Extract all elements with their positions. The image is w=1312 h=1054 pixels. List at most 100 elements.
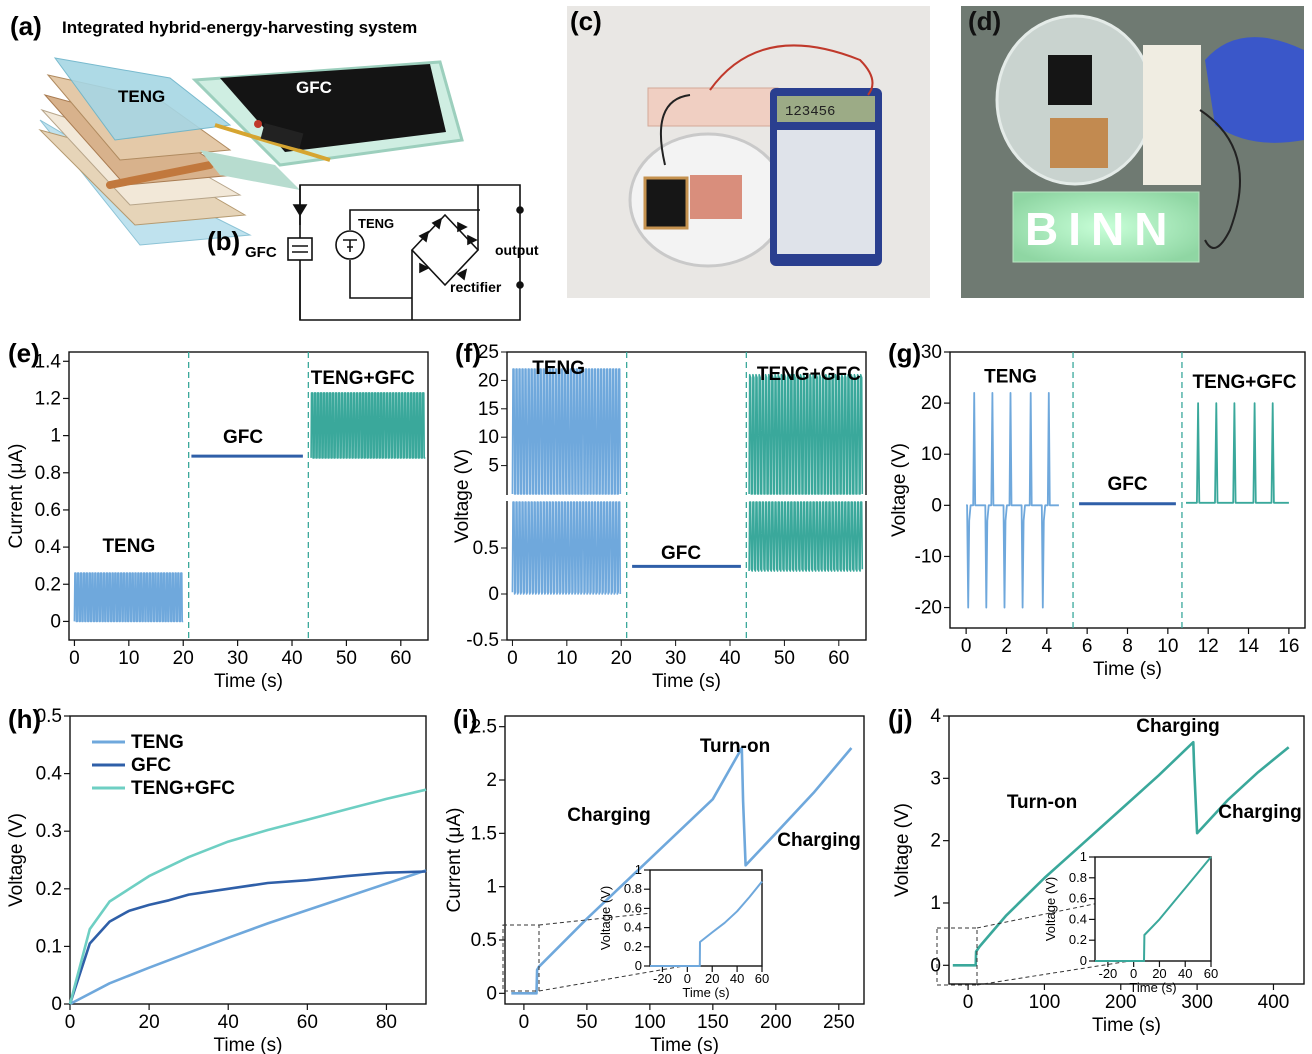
plot-frame bbox=[1094, 856, 1212, 962]
annotation-2: Charging bbox=[777, 830, 860, 851]
y-axis-label: Current (μA) bbox=[444, 808, 465, 913]
y-tick-label: 1 bbox=[486, 877, 497, 898]
x-tick-label: 150 bbox=[697, 1012, 729, 1033]
y-tick-label: 1.2 bbox=[35, 388, 61, 409]
x-tick-label: 50 bbox=[336, 648, 357, 669]
y-tick-label: 3 bbox=[930, 768, 941, 789]
x-tick-label: 40 bbox=[1178, 966, 1192, 981]
y-tick-label: 0.4 bbox=[1069, 911, 1087, 926]
y-tick-label: 0 bbox=[486, 983, 497, 1004]
gfc-annotation: GFC bbox=[223, 427, 263, 448]
panel-b-label: (b) bbox=[207, 226, 240, 256]
teng-annotation: TENG bbox=[532, 358, 585, 379]
panel-e-chart: (e) 0 10 20 30 40 50 60 0 0.2 0.4 0.6 0.8 1 1.2 1.4 Time… bbox=[6, 338, 429, 692]
panel-a: (a) Integrated hybrid-energy-harvesting … bbox=[10, 11, 464, 246]
panel-c-photo: 123456 bbox=[567, 6, 930, 298]
y-tick-label: 0.2 bbox=[36, 879, 62, 900]
inset-curve bbox=[1095, 856, 1212, 962]
panel-g-chart: (g) 0 2 4 6 8 10 12 14 16 -20 -10 0 10 20 30 Time (s) Vol… bbox=[888, 338, 1306, 680]
y-axis-label: Voltage (V) bbox=[452, 449, 473, 543]
hybrid-current-trace bbox=[310, 392, 426, 459]
annotation-0: Charging bbox=[567, 805, 650, 826]
x-tick-label: 250 bbox=[823, 1012, 855, 1033]
x-tick-label: 60 bbox=[1204, 966, 1218, 981]
y-axis-label: Voltage (V) bbox=[598, 886, 613, 950]
x-tick-label: 0 bbox=[519, 1012, 530, 1033]
x-tick-label: 200 bbox=[760, 1012, 792, 1033]
y-axis-label: Voltage (V) bbox=[892, 803, 913, 897]
charging-curve bbox=[511, 746, 853, 995]
x-axis-label: Time (s) bbox=[650, 1035, 719, 1054]
y-axis-label: Current (μA) bbox=[6, 444, 27, 549]
x-tick-label: 20 bbox=[611, 648, 632, 669]
gfc-layer-label: GFC bbox=[296, 78, 332, 97]
hybrid-annotation: TENG+GFC bbox=[311, 368, 415, 389]
y-tick-label: 4 bbox=[930, 706, 941, 727]
panel-a-title: Integrated hybrid-energy-harvesting syst… bbox=[62, 18, 417, 37]
gfc-annotation: GFC bbox=[1107, 474, 1147, 495]
panel-c-label: (c) bbox=[570, 6, 602, 36]
hybrid-voltage-trace-upper bbox=[748, 373, 864, 495]
teng-current-trace bbox=[73, 572, 184, 623]
x-axis-label: Time (s) bbox=[214, 671, 283, 692]
legend-label: GFC bbox=[131, 755, 171, 776]
x-tick-label: 16 bbox=[1278, 636, 1299, 657]
y-tick-label: 0.8 bbox=[35, 463, 61, 484]
y-tick-label: 0 bbox=[488, 584, 499, 605]
y-tick-label: 0.5 bbox=[471, 930, 497, 951]
y-axis-label: Voltage (V) bbox=[889, 443, 910, 537]
panel-b bbox=[287, 184, 524, 321]
axis-break-gap bbox=[499, 495, 874, 501]
y-tick-label: 1 bbox=[50, 426, 61, 447]
x-tick-label: 10 bbox=[1157, 636, 1178, 657]
x-tick-label: 40 bbox=[730, 971, 744, 986]
y-tick-label: 20 bbox=[478, 370, 499, 391]
y-tick-label: 1 bbox=[930, 893, 941, 914]
y-tick-label: 0.5 bbox=[36, 706, 62, 727]
y-tick-label: 20 bbox=[921, 393, 942, 414]
panel-j-label: (j) bbox=[888, 704, 913, 734]
y-tick-label: 10 bbox=[478, 427, 499, 448]
circuit-teng-label: TENG bbox=[358, 216, 394, 231]
plot-frame bbox=[649, 869, 763, 967]
y-axis-label: Voltage (V) bbox=[1043, 877, 1058, 941]
zoom-connector bbox=[976, 960, 1130, 986]
hybrid-annotation: TENG+GFC bbox=[1192, 372, 1296, 393]
y-tick-label: 2.5 bbox=[471, 717, 497, 738]
x-tick-label: 4 bbox=[1042, 636, 1053, 657]
inset-background bbox=[1095, 857, 1211, 961]
gfc-module-illustration bbox=[191, 60, 464, 190]
y-tick-label: -20 bbox=[915, 598, 942, 619]
zoom-box bbox=[936, 927, 978, 986]
y-tick-label: 0.2 bbox=[1069, 932, 1087, 947]
hybrid-annotation: TENG+GFC bbox=[757, 364, 861, 385]
plot-frame bbox=[948, 715, 1305, 985]
y-tick-label: 0 bbox=[50, 611, 61, 632]
x-tick-label: -20 bbox=[1098, 966, 1117, 981]
x-tick-label: 0 bbox=[963, 992, 974, 1013]
y-tick-label: 0.2 bbox=[35, 574, 61, 595]
y-tick-label: 0 bbox=[635, 958, 642, 973]
y-tick-label: 0 bbox=[51, 994, 62, 1015]
x-tick-label: 0 bbox=[69, 648, 80, 669]
y-tick-label: 30 bbox=[921, 342, 942, 363]
annotation-0: Turn-on bbox=[1007, 792, 1077, 813]
legend-label: TENG bbox=[131, 732, 184, 753]
zoom-connector bbox=[976, 903, 1096, 929]
y-tick-label: 5 bbox=[488, 456, 499, 477]
circuit-gfc-label: GFC bbox=[245, 244, 277, 261]
y-tick-label: 0.6 bbox=[624, 900, 642, 915]
x-tick-label: 0 bbox=[65, 1012, 76, 1033]
plot-frame bbox=[68, 351, 429, 641]
y-tick-label: 1 bbox=[635, 862, 642, 877]
x-tick-label: 8 bbox=[1122, 636, 1133, 657]
panel-d-label: (d) bbox=[968, 6, 1001, 36]
plot-frame bbox=[504, 715, 865, 1005]
series-1-line bbox=[68, 870, 427, 1005]
panel-g-label: (g) bbox=[888, 338, 921, 368]
x-tick-label: 400 bbox=[1258, 992, 1290, 1013]
y-tick-label: -0.5 bbox=[466, 630, 499, 651]
panel-e-label: (e) bbox=[8, 338, 40, 368]
